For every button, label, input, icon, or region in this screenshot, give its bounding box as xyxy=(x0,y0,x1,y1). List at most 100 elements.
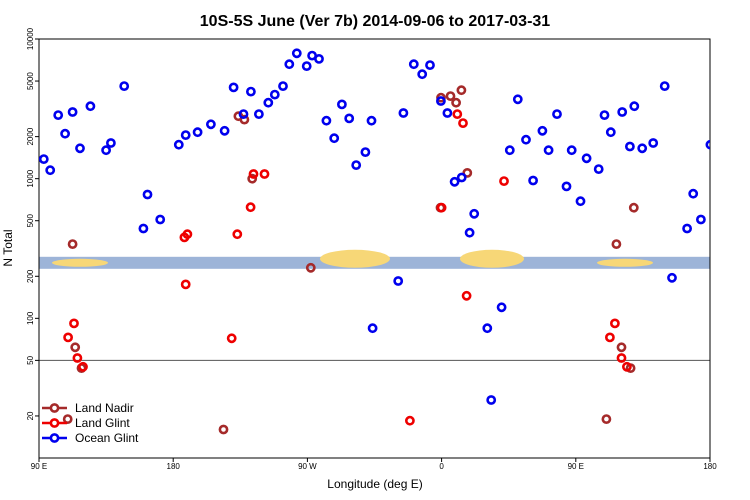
data-point xyxy=(552,109,562,119)
data-point xyxy=(617,107,628,117)
data-point xyxy=(301,61,312,71)
data-point xyxy=(85,101,96,112)
x-axis-label: Longitude (deg E) xyxy=(327,477,422,491)
data-point xyxy=(63,332,73,343)
data-point xyxy=(442,108,453,118)
data-point xyxy=(611,239,622,249)
land-region-oceania-left xyxy=(52,258,108,267)
land-ocean-strip xyxy=(39,249,710,269)
data-point xyxy=(637,143,648,154)
x-tick-label: 90 W xyxy=(298,462,317,471)
legend-marker xyxy=(49,418,60,428)
y-tick-label: 5000 xyxy=(26,72,35,90)
data-point xyxy=(226,333,237,344)
data-point xyxy=(575,196,586,207)
y-tick-label: 10000 xyxy=(26,27,35,50)
data-point xyxy=(482,323,493,334)
data-point xyxy=(155,214,166,225)
series-land-nadir xyxy=(62,85,639,435)
data-point xyxy=(67,107,78,117)
data-point xyxy=(436,202,447,213)
data-point xyxy=(449,176,460,187)
data-point xyxy=(537,125,548,136)
legend-label: Land Nadir xyxy=(75,401,134,415)
data-point xyxy=(248,169,259,179)
x-tick-label: 180 xyxy=(167,462,181,471)
data-point xyxy=(238,109,249,119)
data-point xyxy=(730,121,737,128)
data-point xyxy=(601,414,612,424)
data-point xyxy=(458,118,468,128)
data-point xyxy=(60,128,70,139)
data-point xyxy=(329,133,340,144)
data-point xyxy=(269,89,280,100)
data-point xyxy=(219,125,230,136)
land-region-americas xyxy=(320,249,390,268)
data-point xyxy=(445,91,456,101)
data-point xyxy=(715,131,722,138)
data-point xyxy=(232,229,243,240)
data-point xyxy=(218,424,229,435)
data-point xyxy=(119,81,130,91)
data-point xyxy=(253,109,264,119)
legend-marker xyxy=(49,403,60,413)
data-point xyxy=(344,113,355,124)
chart-title: 10S-5S June (Ver 7b) 2014-09-06 to 2017-… xyxy=(200,13,551,30)
series-ocean-glint xyxy=(39,48,737,405)
data-point xyxy=(205,119,216,130)
data-point xyxy=(605,332,615,343)
data-point xyxy=(101,145,111,156)
data-point xyxy=(581,153,592,164)
x-axis: 90 E 180 90 W 0 90 E 180 xyxy=(31,458,717,471)
land-region-oceania-right xyxy=(597,258,653,267)
data-point xyxy=(682,223,692,234)
data-point xyxy=(696,214,706,225)
data-point xyxy=(722,127,729,134)
x-tick-label: 90 E xyxy=(568,462,584,471)
data-point xyxy=(425,60,435,70)
data-point xyxy=(180,130,191,140)
data-point xyxy=(53,110,64,120)
data-point xyxy=(496,302,507,313)
data-point xyxy=(39,154,49,164)
data-point xyxy=(408,59,419,70)
y-tick-label: 100 xyxy=(26,311,35,325)
data-point xyxy=(593,164,604,174)
data-point xyxy=(610,318,620,329)
land-region-africa xyxy=(460,249,524,268)
data-point xyxy=(543,145,554,156)
data-point xyxy=(75,143,85,154)
data-point xyxy=(456,172,467,183)
data-point xyxy=(367,323,378,334)
y-axis: 20 50 100 200 500 1000 2000 5000 10000 xyxy=(26,27,39,420)
data-point xyxy=(78,361,88,372)
data-point xyxy=(291,48,302,59)
data-point xyxy=(263,97,274,108)
data-point xyxy=(70,342,81,353)
data-point xyxy=(247,173,258,184)
data-point xyxy=(245,202,256,213)
data-point xyxy=(512,94,523,105)
plot-frame xyxy=(38,38,711,459)
data-point xyxy=(629,101,640,112)
data-point xyxy=(142,189,153,200)
data-point xyxy=(67,239,78,249)
data-point xyxy=(616,342,627,353)
data-point xyxy=(314,54,324,64)
data-point xyxy=(393,276,404,286)
data-point xyxy=(486,395,497,405)
data-point xyxy=(62,414,73,424)
data-point xyxy=(259,169,270,179)
data-point xyxy=(561,181,572,192)
data-point xyxy=(566,145,577,156)
x-tick-label: 90 E xyxy=(31,462,47,471)
data-point xyxy=(622,361,632,372)
x-tick-label: 180 xyxy=(703,462,717,471)
data-point xyxy=(360,147,371,157)
data-point xyxy=(284,59,295,70)
y-tick-label: 500 xyxy=(26,213,35,227)
data-point xyxy=(499,176,509,186)
data-point xyxy=(625,141,635,152)
